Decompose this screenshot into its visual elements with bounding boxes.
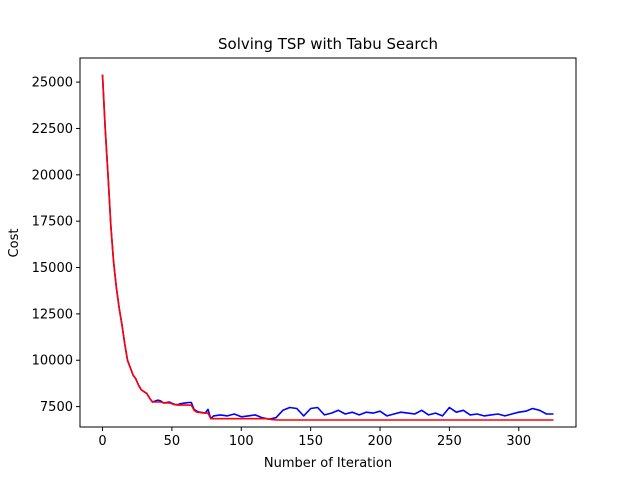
y-tick-label: 20000 [32, 168, 73, 183]
x-tick-label: 50 [164, 434, 181, 449]
y-tick-label: 12500 [32, 307, 73, 322]
y-tick-label: 17500 [32, 215, 73, 230]
y-tick-label: 15000 [32, 261, 73, 276]
x-tick-label: 250 [437, 434, 462, 449]
x-tick-label: 200 [368, 434, 393, 449]
y-tick-label: 25000 [32, 76, 73, 91]
y-axis: 7500 10000 12500 15000 17500 20000 22500 25000 [32, 76, 80, 415]
x-axis-label: Number of Iteration [264, 456, 392, 471]
plot-area [101, 74, 554, 421]
chart-title: Solving TSP with Tabu Search [218, 35, 438, 53]
x-tick-label: 150 [298, 434, 323, 449]
y-tick-label: 7500 [40, 400, 73, 415]
x-tick-label: 0 [98, 434, 106, 449]
x-axis: 0 50 100 150 200 250 300 [98, 427, 531, 449]
y-axis-label: Cost [7, 229, 22, 258]
axes-frame [79, 57, 577, 428]
y-tick-label: 22500 [32, 122, 73, 137]
x-tick-label: 300 [506, 434, 531, 449]
series-line-1 [101, 74, 554, 421]
x-tick-label: 100 [229, 434, 254, 449]
y-tick-label: 10000 [32, 354, 73, 369]
